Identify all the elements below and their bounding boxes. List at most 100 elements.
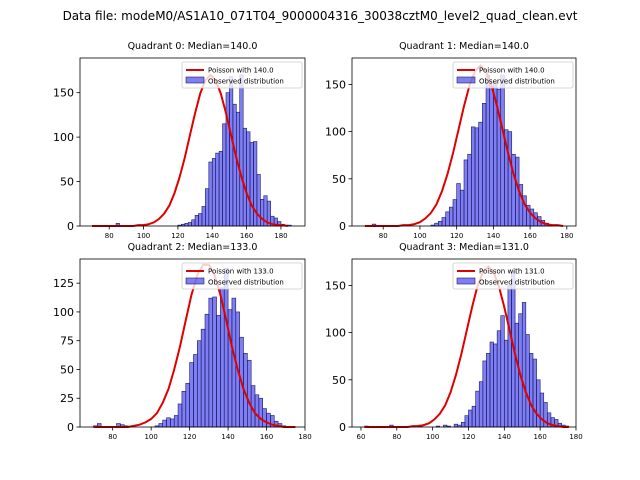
quadrant-0-axes-frame — [79, 57, 306, 227]
quadrant-0-bar — [187, 222, 192, 227]
quadrant-2-bar — [185, 382, 190, 428]
quadrant-1-bar — [529, 208, 535, 227]
quadrant-1-bar — [489, 86, 494, 227]
quadrant-3-bar — [525, 334, 530, 428]
quadrant-2-ytick-label: 100 — [53, 306, 74, 319]
quadrant-3-axes-frame — [351, 258, 577, 428]
quadrant-0-ytick-label: 100 — [53, 131, 74, 144]
quadrant-1-bar — [452, 199, 457, 227]
quadrant-3-bar — [486, 353, 491, 428]
quadrant-2-bar — [197, 340, 202, 428]
quadrant-0-bar — [249, 142, 254, 227]
quadrant-3-legend-observed-label: Observed distribution — [479, 279, 555, 287]
quadrant-1-legend-poisson-label: Poisson with 140.0 — [479, 67, 545, 75]
quadrant-1-bar — [478, 121, 483, 227]
quadrant-0-xtick-label: 140 — [206, 232, 219, 240]
quadrant-0-bar — [256, 174, 261, 227]
quadrant-0-bars — [115, 74, 292, 227]
quadrant-3-bar — [514, 322, 519, 428]
panels: Quadrant 0: Median=140.0 80 100 120 140 160 18… — [53, 41, 583, 441]
quadrant-1-legend: Poisson with 140.0 Observed distribution — [452, 61, 574, 89]
quadrant-0-xtick-label: 100 — [137, 232, 150, 240]
quadrant-1-bar — [441, 217, 446, 227]
quadrant-1-legend-observed-label: Observed distribution — [479, 78, 555, 86]
quadrant-1-ytick-label: 150 — [325, 78, 346, 91]
quadrant-3-bar — [539, 392, 545, 428]
quadrant-0-bar — [198, 213, 203, 227]
quadrant-2-bar — [266, 412, 271, 428]
quadrant-2-ytick-label: 75 — [60, 335, 74, 348]
quadrant-1-ytick-label: 0 — [339, 220, 346, 233]
quadrant-3-bar — [532, 358, 537, 428]
quadrant-3-legend-poisson-label: Poisson with 131.0 — [479, 268, 545, 276]
quadrant-1-bar — [460, 189, 465, 227]
quadrant-3-bar — [453, 423, 459, 428]
quadrant-2-ytick-label: 50 — [60, 363, 74, 376]
quadrant-1-bar — [500, 74, 505, 227]
quadrant-1-bar — [463, 159, 468, 227]
quadrant-1-bar — [456, 183, 461, 227]
quadrant-3-bar — [475, 390, 480, 428]
quadrant-3-bar — [461, 421, 466, 428]
quadrant-2-ytick-label: 0 — [67, 421, 74, 434]
quadrant-2-bar — [223, 267, 229, 428]
quadrant-2-ytick-label: 125 — [53, 277, 74, 290]
quadrant-0-bar — [191, 219, 196, 227]
quadrant-2-bar — [177, 403, 183, 428]
quadrant-2-xtick-label: 160 — [260, 433, 273, 441]
quadrant-2-bar — [166, 417, 171, 428]
quadrant-2-bar — [212, 296, 217, 428]
quadrant-1-bar — [485, 74, 491, 227]
quadrant-1-xtick-label: 80 — [379, 232, 388, 240]
quadrant-2-axes-frame — [79, 258, 306, 428]
quadrant-2-bar — [262, 408, 267, 428]
quadrant-3-xtick-label: 100 — [426, 433, 439, 441]
quadrant-2-bar — [181, 391, 187, 428]
quadrant-2-ytick-label: 25 — [60, 392, 74, 405]
quadrant-3-legend-bar-swatch — [456, 277, 476, 285]
quadrant-3-bar — [496, 330, 502, 428]
quadrant-1-bar — [467, 153, 472, 227]
quadrant-3-bar — [468, 409, 473, 428]
quadrant-3-bar — [478, 381, 484, 428]
quadrant-3-xtick-label: 80 — [392, 433, 401, 441]
quadrant-2-bar — [216, 315, 221, 428]
quadrant-0-bar — [260, 199, 265, 227]
quadrant-3-panel: Quadrant 3: Median=131.0 60 80 100 120 140 160… — [325, 242, 583, 441]
quadrant-1-bar — [507, 131, 513, 227]
quadrant-3-bar — [521, 302, 527, 428]
quadrant-0-bar — [201, 206, 206, 227]
quadrant-3-bar — [500, 315, 505, 428]
quadrant-1-bar — [482, 103, 487, 227]
quadrant-0-xtick-label: 80 — [105, 232, 114, 240]
quadrant-0-legend-poisson-label: Poisson with 140.0 — [208, 67, 274, 75]
quadrant-0-bar — [246, 131, 251, 227]
quadrant-0-legend: Poisson with 140.0 Observed distribution — [181, 61, 303, 89]
quadrant-3-bar — [489, 341, 494, 428]
quadrant-2-xtick-label: 140 — [221, 433, 234, 441]
quadrant-0-xtick-label: 120 — [171, 232, 184, 240]
quadrant-1-xtick-label: 180 — [560, 232, 573, 240]
quadrant-3-title: Quadrant 3: Median=131.0 — [399, 242, 529, 253]
quadrant-3-bar — [529, 353, 534, 428]
quadrant-1-bar — [474, 127, 479, 227]
quadrant-1-bar — [471, 126, 476, 227]
quadrant-0-panel: Quadrant 0: Median=140.0 80 100 120 140 160 18… — [53, 41, 306, 240]
quadrant-3-bars — [364, 270, 570, 428]
figure-title: Data file: modeM0/AS1A10_071T04_90000043… — [63, 9, 578, 23]
quadrant-3-bar — [464, 415, 469, 428]
quadrant-0-ytick-label: 50 — [60, 176, 74, 189]
quadrant-1-title: Quadrant 1: Median=140.0 — [399, 41, 529, 52]
quadrant-0-legend-bar-swatch — [185, 76, 205, 84]
quadrant-3-xtick-label: 120 — [462, 433, 475, 441]
quadrant-1-bar — [437, 220, 443, 227]
quadrant-2-bar — [162, 419, 167, 428]
quadrant-3-bar — [536, 379, 541, 428]
quadrant-1-bar — [449, 206, 454, 227]
quadrant-2-xtick-label: 120 — [183, 433, 196, 441]
quadrant-1-xtick-label: 160 — [523, 232, 536, 240]
quadrant-0-bar — [239, 74, 244, 227]
quadrant-2-bar — [258, 397, 263, 428]
quadrant-0-legend-observed-label: Observed distribution — [208, 78, 284, 86]
